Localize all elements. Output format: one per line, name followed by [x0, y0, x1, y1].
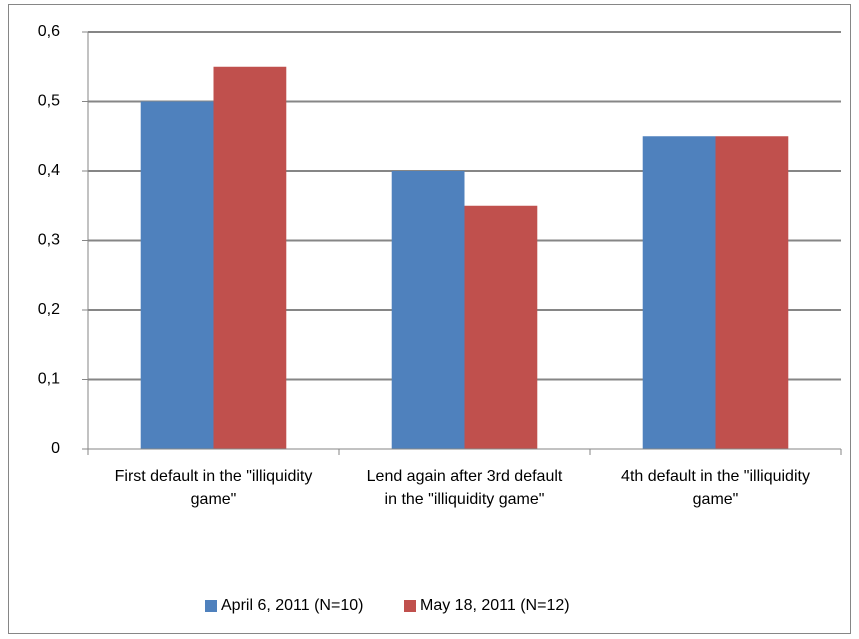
y-tick-label: 0,6	[38, 23, 60, 40]
y-tick-label: 0,2	[38, 301, 60, 318]
y-tick-label: 0,1	[38, 371, 60, 388]
bar	[715, 136, 789, 449]
bar	[642, 136, 716, 449]
y-tick-label: 0,5	[38, 93, 60, 110]
legend-label: May 18, 2011 (N=12)	[420, 597, 570, 614]
bar	[140, 101, 214, 449]
y-tick-label: 0,3	[38, 232, 60, 249]
bar	[464, 205, 538, 449]
bar	[391, 171, 465, 449]
legend-swatch	[205, 600, 217, 612]
legend-swatch	[404, 600, 416, 612]
y-tick-label: 0	[51, 440, 60, 457]
x-tick-label: First default in the "illiquidity game"	[114, 468, 313, 508]
legend-label: April 6, 2011 (N=10)	[221, 597, 363, 614]
y-tick-label: 0,4	[38, 162, 60, 179]
bar	[213, 66, 287, 449]
x-tick-label: 4th default in the "illiquidity game"	[621, 468, 810, 508]
x-tick-label: Lend again after 3rd default in the "ill…	[366, 468, 563, 508]
